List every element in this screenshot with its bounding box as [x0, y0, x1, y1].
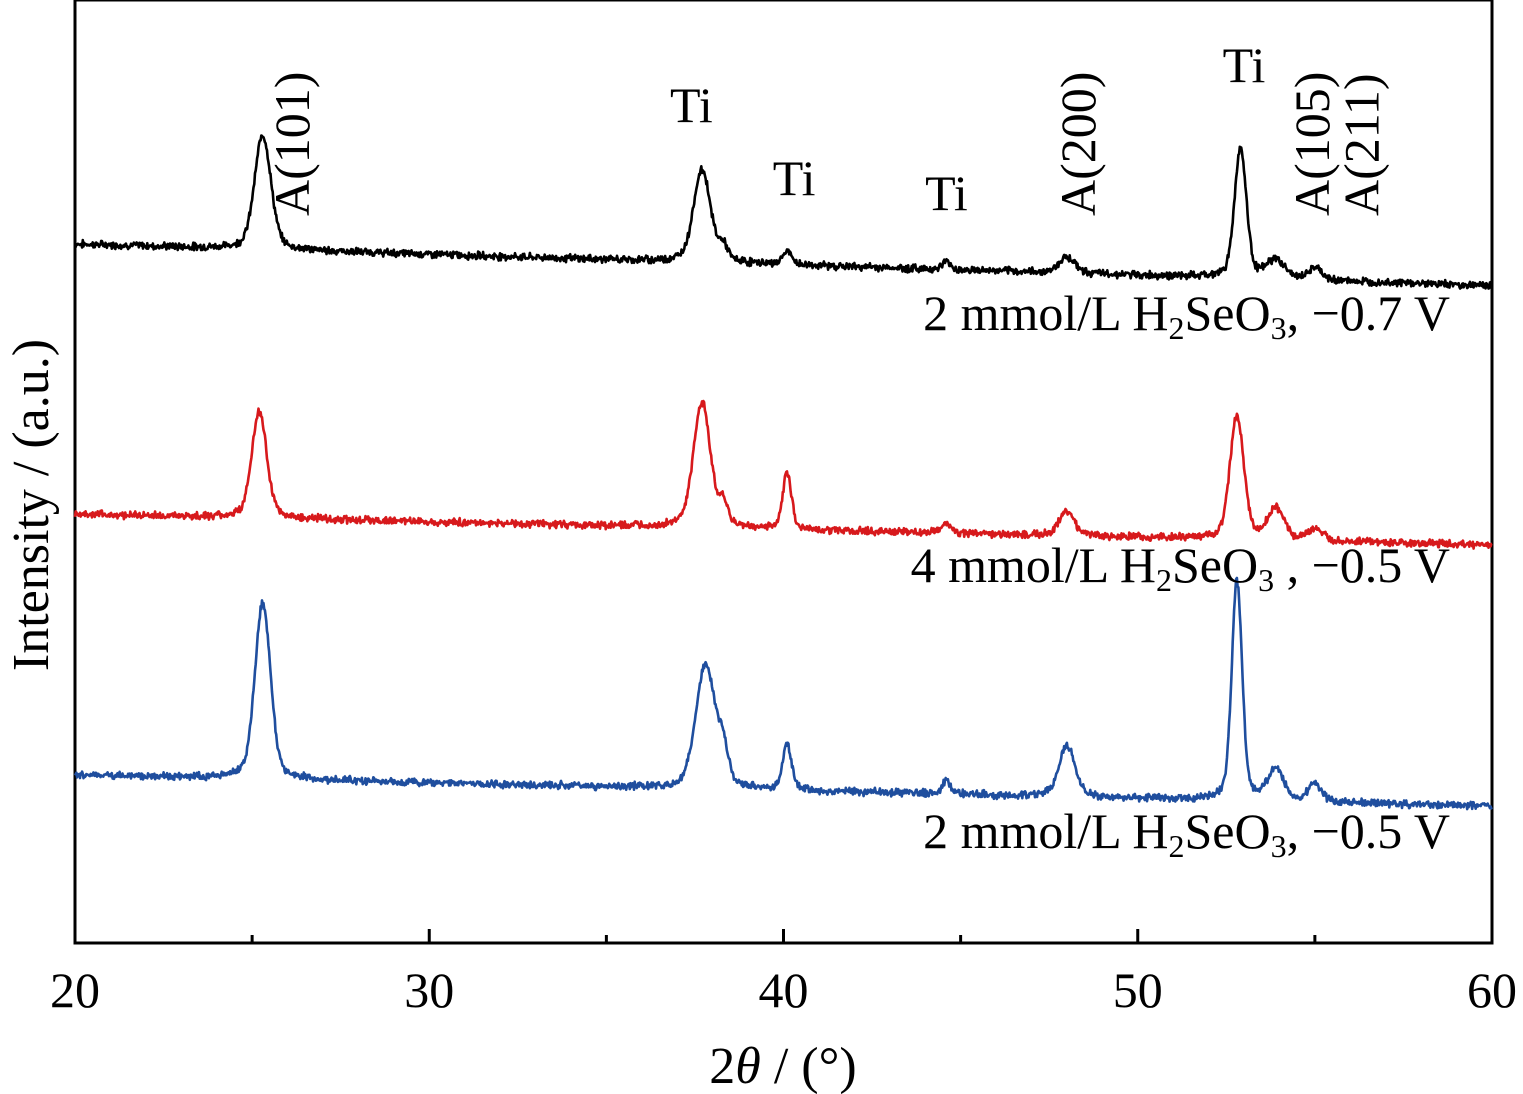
peak-label: A(105) — [1284, 72, 1340, 216]
x-tick-label: 60 — [1467, 962, 1517, 1018]
y-axis-title: Intensity / (a.u.) — [3, 339, 60, 671]
x-tick-label: 20 — [50, 962, 100, 1018]
peak-label: Ti — [1223, 37, 1266, 93]
peak-label: A(211) — [1334, 73, 1390, 216]
series-label-1: 2 mmol/L H2SeO3, −0.7 V — [923, 285, 1450, 346]
series-layer — [73, 134, 1494, 811]
peak-label: Ti — [670, 77, 713, 133]
peak-labels: A(101) Ti Ti Ti A(200) Ti A(105)A(211) — [264, 37, 1390, 221]
series-line-1 — [73, 134, 1494, 290]
peak-label: Ti — [925, 165, 968, 221]
peak-label: A(101) — [264, 72, 320, 216]
series-labels: 2 mmol/L H2SeO3, −0.7 V 4 mmol/L H2SeO3 ,… — [911, 285, 1450, 864]
peak-label: A(200) — [1050, 72, 1106, 216]
series-label-2: 4 mmol/L H2SeO3 , −0.5 V — [911, 537, 1450, 598]
x-tick-label: 50 — [1113, 962, 1163, 1018]
series-line-2 — [73, 399, 1493, 550]
x-tick-label: 40 — [759, 962, 809, 1018]
x-axis-ticks: 20 30 40 50 60 — [50, 929, 1517, 1018]
x-tick-label: 30 — [404, 962, 454, 1018]
peak-label: Ti — [773, 150, 816, 206]
series-line-3 — [73, 576, 1494, 811]
series-label-3: 2 mmol/L H2SeO3, −0.5 V — [923, 803, 1450, 864]
x-axis-title: 2θ / (°) — [709, 1038, 856, 1094]
